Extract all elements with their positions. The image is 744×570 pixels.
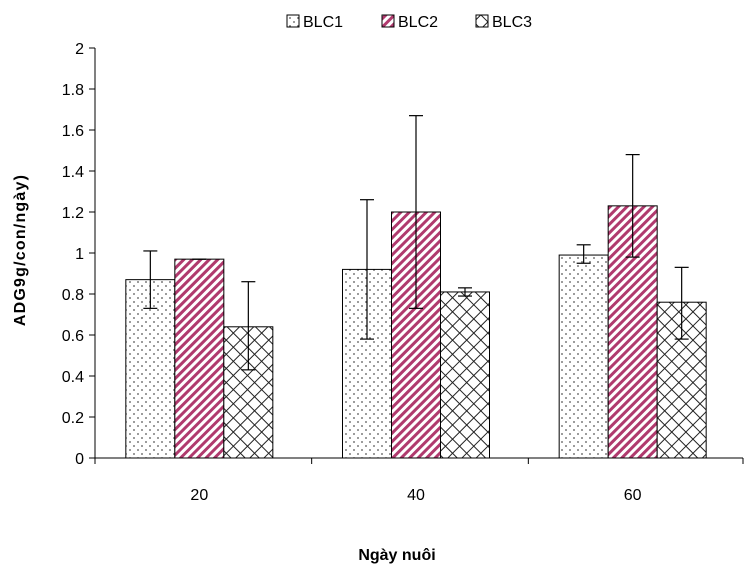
error-bar-blc3-60 [674, 266, 689, 340]
error-bar-blc1-60 [576, 244, 591, 264]
x-axis-title: Ngày nuôi [358, 547, 435, 564]
legend: BLC1 BLC2 BLC3 [286, 14, 532, 31]
bar-blc3-40 [440, 291, 490, 459]
error-bar-blc1-20 [143, 250, 158, 309]
y-tick-label: 0 [75, 451, 84, 468]
y-tick-label: 0.8 [62, 287, 84, 304]
legend-label: BLC1 [303, 14, 343, 31]
y-axis-title: ADG9g/con/ngày) [12, 174, 29, 326]
y-tick-label: 2 [75, 41, 84, 58]
error-bar-blc1-40 [360, 199, 374, 340]
error-bar-blc2-60 [625, 154, 640, 258]
x-tick-label: 20 [190, 487, 208, 504]
legend-swatch [475, 14, 489, 28]
y-tick-label: 1.8 [62, 82, 84, 99]
y-axis: 0 0.2 0.4 0.6 0.8 1 1.2 1.4 1.6 1.8 2 [62, 41, 96, 468]
legend-item-blc2: BLC2 [381, 14, 438, 31]
error-bar-blc2-40 [409, 115, 423, 309]
y-tick-label: 1.4 [62, 164, 84, 181]
y-tick-label: 1 [75, 246, 84, 263]
error-bar-blc3-20 [241, 281, 256, 371]
y-tick-label: 1.2 [62, 205, 84, 222]
legend-label: BLC2 [398, 14, 438, 31]
bar-blc1-20 [125, 279, 176, 459]
bar-blc2-20 [174, 258, 225, 459]
y-tick-label: 1.6 [62, 123, 84, 140]
legend-swatch [286, 14, 300, 28]
x-tick-label: 40 [407, 487, 425, 504]
bar-blc1-60 [558, 254, 609, 459]
legend-item-blc1: BLC1 [286, 14, 343, 31]
x-axis: 20 40 60 [94, 457, 744, 504]
y-tick-label: 0.4 [62, 369, 84, 386]
error-bars [143, 115, 689, 371]
y-tick-label: 0.6 [62, 328, 84, 345]
x-tick-label: 60 [624, 487, 642, 504]
y-tick-label: 0.2 [62, 410, 84, 427]
error-bar-blc3-40 [458, 287, 472, 297]
legend-swatch [381, 14, 395, 28]
bars [125, 205, 707, 459]
legend-item-blc3: BLC3 [475, 14, 532, 31]
legend-label: BLC3 [492, 14, 532, 31]
